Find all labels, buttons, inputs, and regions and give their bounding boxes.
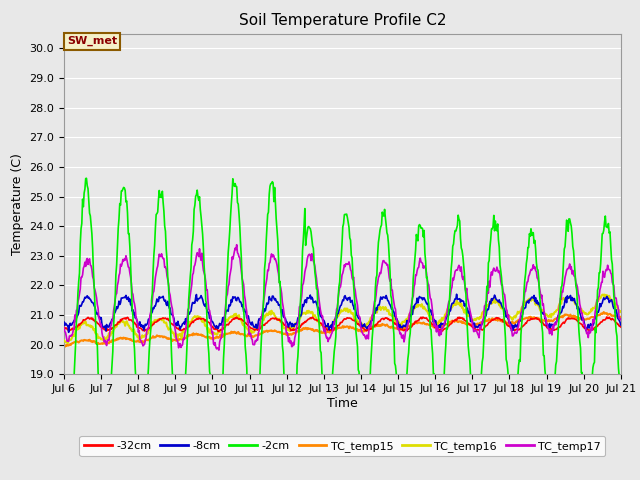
TC_temp15 <box>60 343 68 349</box>
TC_temp15 <box>600 309 607 315</box>
-2cm <box>70 373 78 379</box>
-8cm <box>452 291 460 297</box>
-32cm <box>411 319 419 325</box>
-32cm <box>60 324 68 330</box>
-32cm <box>214 327 221 333</box>
X-axis label: Time: Time <box>327 397 358 410</box>
-8cm <box>185 312 193 317</box>
-2cm <box>128 305 136 311</box>
-8cm <box>65 329 72 335</box>
TC_temp16 <box>71 332 79 338</box>
Legend: -32cm, -8cm, -2cm, TC_temp15, TC_temp16, TC_temp17: -32cm, -8cm, -2cm, TC_temp15, TC_temp16,… <box>79 436 605 456</box>
TC_temp17 <box>214 345 221 351</box>
-2cm <box>250 453 257 458</box>
TC_temp16 <box>428 316 435 322</box>
Line: TC_temp16: TC_temp16 <box>64 295 621 343</box>
-32cm <box>617 324 625 330</box>
-8cm <box>71 317 79 323</box>
-8cm <box>428 308 435 313</box>
TC_temp17 <box>412 272 419 278</box>
TC_temp15 <box>185 332 193 337</box>
-8cm <box>60 319 68 325</box>
TC_temp17 <box>215 347 223 353</box>
-32cm <box>70 326 78 332</box>
TC_temp16 <box>64 340 72 346</box>
TC_temp16 <box>617 309 625 314</box>
TC_temp15 <box>61 344 68 350</box>
Title: Soil Temperature Profile C2: Soil Temperature Profile C2 <box>239 13 446 28</box>
TC_temp15 <box>128 338 136 344</box>
-32cm <box>215 329 223 335</box>
TC_temp15 <box>214 335 222 341</box>
TC_temp15 <box>411 321 419 326</box>
-8cm <box>214 325 222 331</box>
Line: -2cm: -2cm <box>64 178 621 456</box>
-2cm <box>412 247 419 253</box>
TC_temp17 <box>70 324 78 330</box>
-2cm <box>185 297 193 303</box>
TC_temp16 <box>185 319 193 325</box>
Y-axis label: Temperature (C): Temperature (C) <box>11 153 24 255</box>
TC_temp16 <box>60 337 68 343</box>
-2cm <box>214 432 222 438</box>
TC_temp16 <box>599 292 607 298</box>
-32cm <box>428 320 435 325</box>
TC_temp17 <box>60 325 68 331</box>
TC_temp15 <box>71 339 79 345</box>
-2cm <box>428 341 436 347</box>
TC_temp17 <box>428 302 436 308</box>
-8cm <box>128 308 136 314</box>
Line: -8cm: -8cm <box>64 294 621 332</box>
TC_temp16 <box>411 305 419 311</box>
Line: TC_temp17: TC_temp17 <box>64 245 621 350</box>
TC_temp17 <box>127 280 135 286</box>
TC_temp17 <box>184 306 192 312</box>
Line: -32cm: -32cm <box>64 317 621 332</box>
-2cm <box>617 391 625 397</box>
-32cm <box>603 314 611 320</box>
TC_temp17 <box>233 242 241 248</box>
-32cm <box>127 317 135 323</box>
-8cm <box>617 322 625 328</box>
TC_temp16 <box>214 328 222 334</box>
-8cm <box>411 302 419 308</box>
-2cm <box>83 175 90 181</box>
TC_temp15 <box>617 314 625 320</box>
TC_temp15 <box>428 323 435 328</box>
-32cm <box>184 324 192 330</box>
-2cm <box>60 410 68 416</box>
Line: TC_temp15: TC_temp15 <box>64 312 621 347</box>
TC_temp17 <box>617 317 625 323</box>
Text: SW_met: SW_met <box>67 36 117 46</box>
TC_temp16 <box>128 328 136 334</box>
